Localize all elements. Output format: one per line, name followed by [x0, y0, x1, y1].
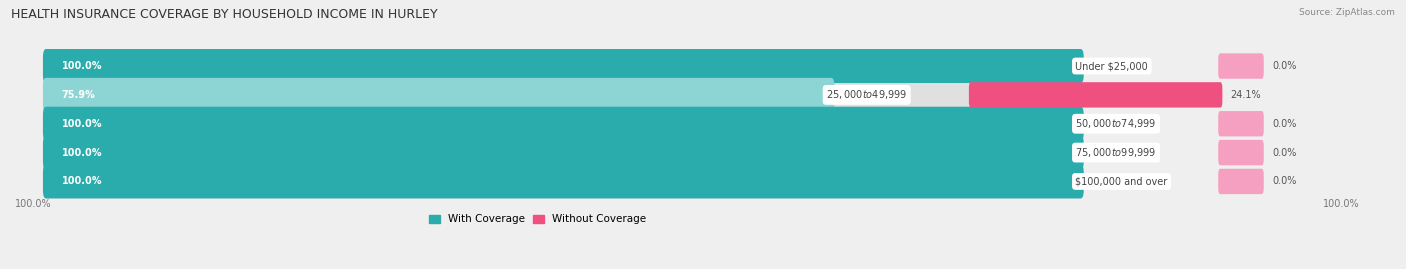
Text: 100.0%: 100.0%	[62, 119, 103, 129]
Text: 100.0%: 100.0%	[1323, 199, 1360, 209]
Text: HEALTH INSURANCE COVERAGE BY HOUSEHOLD INCOME IN HURLEY: HEALTH INSURANCE COVERAGE BY HOUSEHOLD I…	[11, 8, 437, 21]
FancyBboxPatch shape	[969, 82, 1222, 108]
Text: 100.0%: 100.0%	[15, 199, 52, 209]
Text: 100.0%: 100.0%	[62, 61, 103, 71]
FancyBboxPatch shape	[44, 136, 1084, 170]
Text: Source: ZipAtlas.com: Source: ZipAtlas.com	[1299, 8, 1395, 17]
Text: 75.9%: 75.9%	[62, 90, 96, 100]
Text: 0.0%: 0.0%	[1272, 61, 1296, 71]
Text: $75,000 to $99,999: $75,000 to $99,999	[1076, 146, 1157, 159]
FancyBboxPatch shape	[44, 49, 1084, 83]
FancyBboxPatch shape	[1218, 53, 1264, 79]
Text: Under $25,000: Under $25,000	[1076, 61, 1149, 71]
Text: 0.0%: 0.0%	[1272, 119, 1296, 129]
Text: 100.0%: 100.0%	[62, 148, 103, 158]
FancyBboxPatch shape	[1218, 140, 1264, 165]
FancyBboxPatch shape	[44, 107, 1084, 141]
Text: $100,000 and over: $100,000 and over	[1076, 176, 1168, 186]
FancyBboxPatch shape	[1218, 169, 1264, 194]
Text: 0.0%: 0.0%	[1272, 148, 1296, 158]
Text: 100.0%: 100.0%	[62, 176, 103, 186]
FancyBboxPatch shape	[44, 164, 1084, 199]
FancyBboxPatch shape	[44, 164, 1084, 199]
FancyBboxPatch shape	[44, 78, 834, 112]
FancyBboxPatch shape	[44, 49, 1084, 83]
FancyBboxPatch shape	[44, 78, 1084, 112]
Legend: With Coverage, Without Coverage: With Coverage, Without Coverage	[425, 210, 651, 229]
Text: $25,000 to $49,999: $25,000 to $49,999	[827, 89, 907, 101]
Text: 24.1%: 24.1%	[1230, 90, 1261, 100]
Text: $50,000 to $74,999: $50,000 to $74,999	[1076, 117, 1157, 130]
FancyBboxPatch shape	[44, 107, 1084, 141]
FancyBboxPatch shape	[1218, 111, 1264, 136]
FancyBboxPatch shape	[44, 136, 1084, 170]
Text: 0.0%: 0.0%	[1272, 176, 1296, 186]
